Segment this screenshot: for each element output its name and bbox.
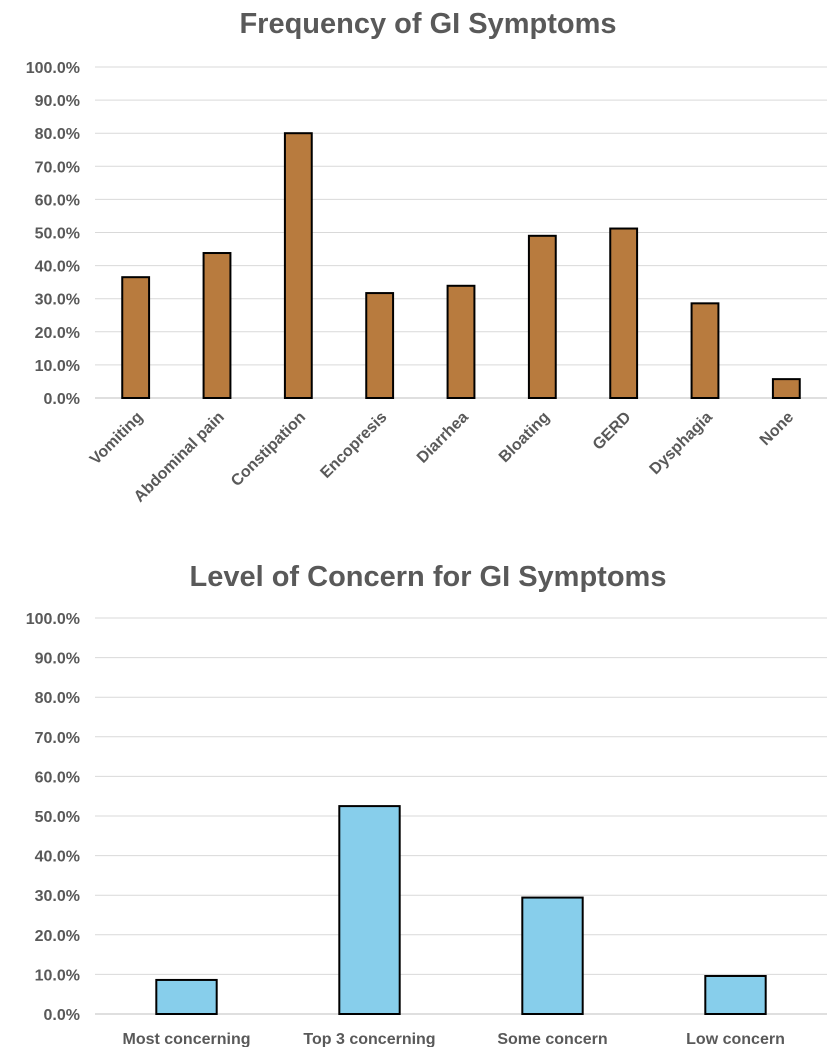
y-tick-label: 0.0% — [44, 1007, 80, 1024]
x-tick-label: Abdominal pain — [131, 409, 228, 506]
bar — [121, 276, 151, 399]
y-tick-label: 90.0% — [35, 93, 80, 110]
y-tick-label: 30.0% — [35, 292, 80, 309]
y-tick-label: 80.0% — [35, 690, 80, 707]
x-tick-label: GERD — [590, 409, 635, 454]
x-tick-label: Most concerning — [122, 1031, 250, 1047]
y-tick-label: 60.0% — [35, 769, 80, 786]
x-tick-label: Low concern — [686, 1031, 785, 1047]
x-tick-label: Some concern — [497, 1031, 607, 1047]
bar — [365, 292, 395, 399]
y-tick-label: 100.0% — [26, 60, 80, 77]
x-tick-label: Vomiting — [87, 409, 147, 469]
y-tick-label: 60.0% — [35, 192, 80, 209]
chart-title: Frequency of GI Symptoms — [239, 8, 616, 40]
bar — [338, 805, 401, 1015]
y-tick-label: 20.0% — [35, 928, 80, 945]
y-tick-label: 10.0% — [35, 358, 80, 375]
x-tick-label: Bloating — [496, 409, 553, 466]
bar — [283, 132, 313, 399]
y-tick-label: 100.0% — [26, 611, 80, 628]
x-tick-label: None — [757, 409, 797, 449]
bar — [527, 234, 557, 399]
bar — [690, 302, 720, 400]
bar — [521, 896, 584, 1015]
frequency-chart: Frequency of GI Symptoms 0.0% 10.0% 20.0% 3… — [26, 8, 827, 506]
y-tick-label: 50.0% — [35, 226, 80, 243]
y-tick-label: 40.0% — [35, 849, 80, 866]
x-tick-label: Encopresis — [317, 409, 390, 482]
x-tick-label: Diarrhea — [414, 409, 472, 467]
y-tick-label: 50.0% — [35, 809, 80, 826]
y-tick-label: 80.0% — [35, 126, 80, 143]
bar — [446, 284, 476, 399]
y-tick-label: 20.0% — [35, 325, 80, 342]
bar — [155, 978, 218, 1015]
bar — [609, 227, 639, 399]
x-tick-label: Top 3 concerning — [303, 1031, 435, 1047]
y-tick-label: 90.0% — [35, 651, 80, 668]
bar — [202, 252, 232, 399]
y-tick-label: 70.0% — [35, 730, 80, 747]
chart-title: Level of Concern for GI Symptoms — [190, 561, 667, 593]
x-tick-label: Dysphagia — [647, 409, 716, 478]
y-tick-label: 10.0% — [35, 967, 80, 984]
y-tick-label: 40.0% — [35, 259, 80, 276]
x-tick-label: Constipation — [228, 409, 309, 490]
y-tick-label: 70.0% — [35, 159, 80, 176]
bar — [771, 378, 801, 399]
bar — [704, 974, 767, 1016]
y-tick-label: 30.0% — [35, 888, 80, 905]
y-tick-label: 0.0% — [44, 391, 80, 408]
concern-chart: Level of Concern for GI Symptoms 0.0% 10.… — [26, 561, 827, 1047]
